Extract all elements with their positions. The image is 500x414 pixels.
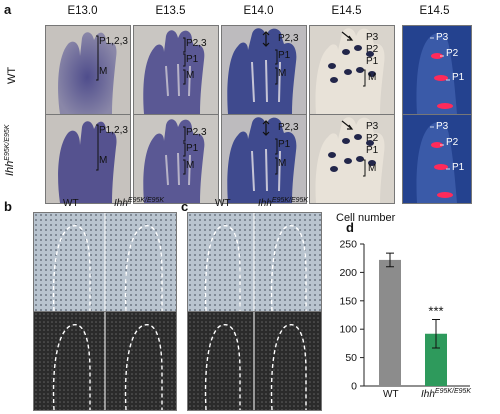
image-c-darkfield [187,311,322,411]
image-c-brightfield [187,212,322,312]
error-bar-wt [386,252,394,268]
stage-label-5: E14.5 [419,5,450,17]
stage-label-2: E13.5 [155,5,186,17]
stage-label-3: E14.0 [243,5,274,17]
panel-label-c: c [181,199,189,214]
y-tick-label-0: 0 [351,381,357,393]
panel-c-label-wt: WT [215,198,231,209]
panel-c-label-mutant: IhhE95K/E95K [258,197,309,209]
y-tick-label-200: 200 [339,267,357,279]
image-a-wt-e14-5-fluor [402,25,472,115]
double-arrow-icon-wt [262,31,270,47]
panel-b-label-mutant: IhhE95K/E95K [114,197,165,209]
chart-title: Cell number [336,212,396,224]
image-a-mut-e13-0 [45,114,131,204]
bars: *** [379,252,447,386]
panel-label-d: d [346,220,354,235]
image-a-mut-e14-0 [221,114,307,204]
significance-label: *** [428,304,443,319]
image-b-darkfield [33,311,177,411]
bar-mutant [425,333,447,386]
x-label-mutant: IhhE95K/E95K [421,388,472,400]
image-b-brightfield [33,212,177,312]
y-axis: 0 50 100 150 200 250 [339,239,470,393]
y-tick-label-150: 150 [339,295,357,307]
y-tick-label-50: 50 [345,352,357,364]
image-a-wt-e13-5 [133,25,219,115]
double-arrow-icon-mut [262,120,270,136]
image-a-mut-e14-5-fluor [402,114,472,204]
bar-chart: 0 50 100 150 200 250 *** [339,239,470,393]
image-a-wt-e14-5 [309,25,395,115]
y-tick-label-250: 250 [339,239,357,251]
panel-label-a: a [4,2,12,17]
panel-label-b: b [4,199,12,214]
image-a-mut-e13-5 [133,114,219,204]
arrow-icon-wt [341,31,354,41]
arrow-icon-mut [341,120,354,130]
image-a-wt-e14-0 [221,25,307,115]
error-bar-mutant [432,319,440,349]
stage-label-4: E14.5 [331,5,362,17]
y-tick-label-100: 100 [339,324,357,336]
panel-b-label-wt: WT [63,198,79,209]
stage-label-1: E13.0 [67,5,98,17]
x-label-wt: WT [383,389,399,400]
bar-wt [379,259,401,386]
